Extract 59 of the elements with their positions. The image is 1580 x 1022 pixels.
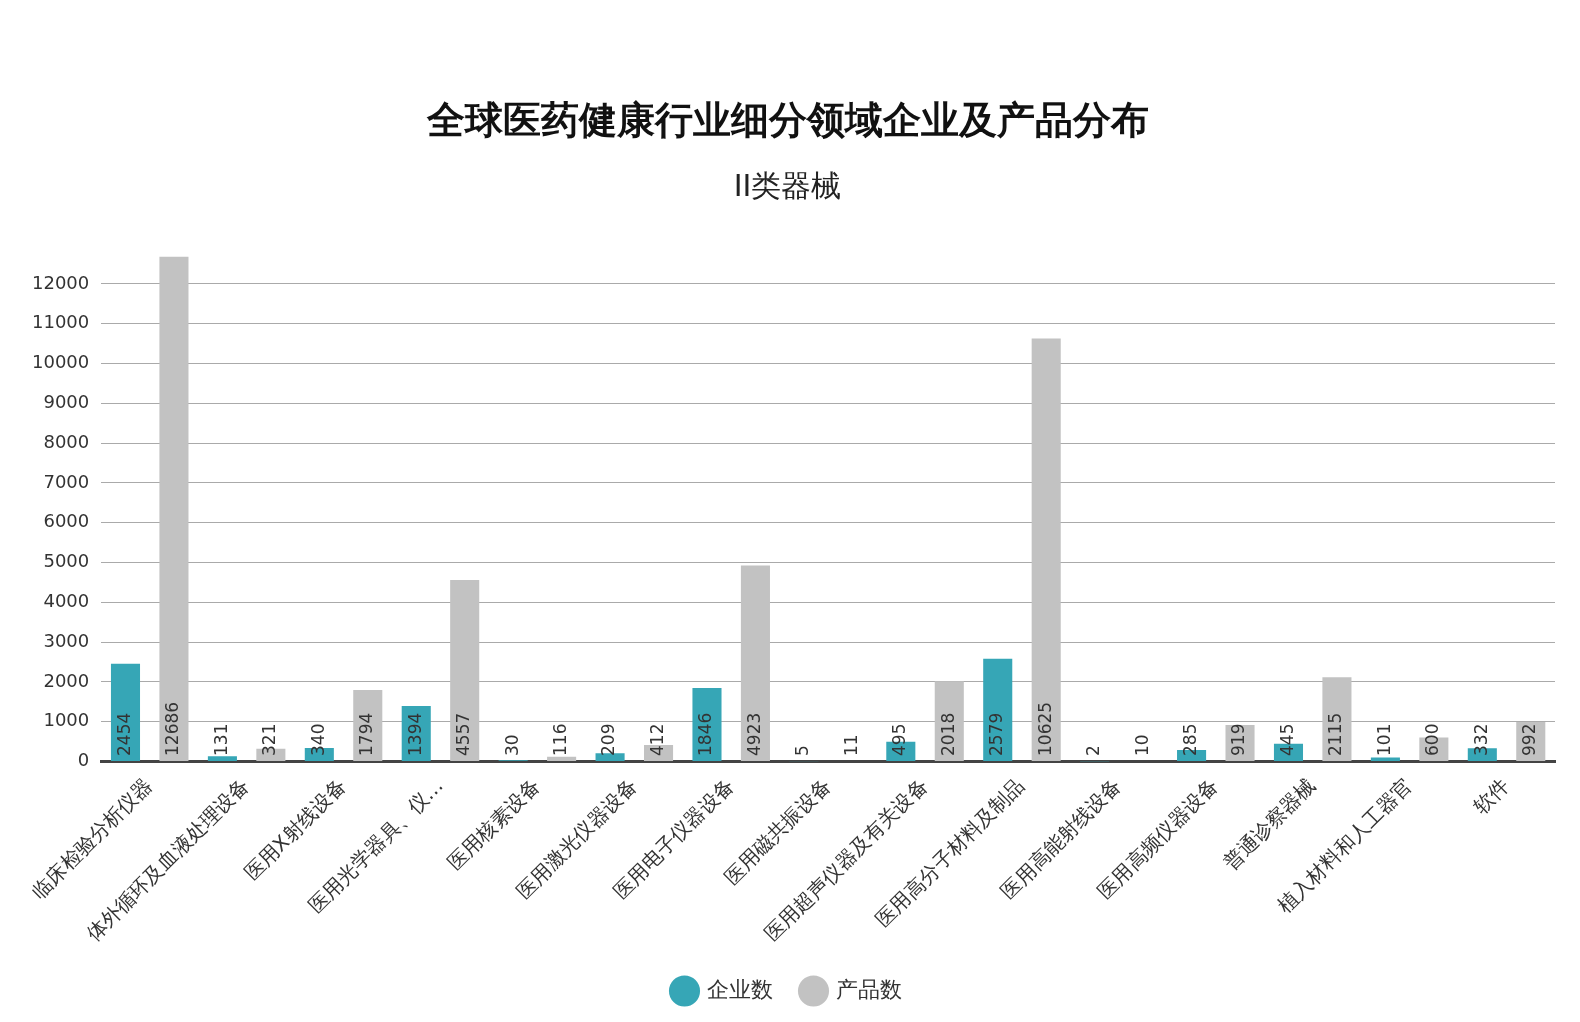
bar [595, 753, 625, 761]
data-label: 4557 [453, 712, 474, 756]
data-label: 11 [840, 734, 861, 756]
data-label: 2018 [937, 712, 958, 756]
data-label: 4923 [743, 712, 764, 756]
bar [450, 580, 480, 761]
data-label: 495 [889, 723, 910, 756]
bar [740, 565, 770, 761]
bar [983, 658, 1013, 761]
y-tick-label: 12000 [32, 271, 90, 293]
y-tick-label: 2000 [43, 669, 90, 691]
y-tick-label: 1000 [43, 709, 90, 731]
data-label: 919 [1228, 723, 1249, 756]
bar [207, 756, 237, 761]
data-label: 209 [598, 723, 619, 756]
y-tick-label: 10000 [32, 351, 90, 373]
y-tick-label: 11000 [32, 311, 90, 333]
data-label: 2454 [113, 712, 134, 756]
data-label: 1394 [404, 712, 425, 756]
chart-title: 全球医药健康行业细分领域企业及产品分布 [425, 97, 1149, 142]
y-tick-label: 5000 [43, 550, 90, 572]
data-label: 1794 [356, 712, 377, 756]
y-tick-label: 3000 [43, 629, 90, 651]
data-label: 321 [259, 723, 280, 756]
data-label: 5 [792, 745, 813, 756]
data-label: 340 [307, 723, 328, 756]
y-tick-label: 9000 [43, 390, 90, 412]
legend-label: 产品数 [835, 976, 902, 1002]
data-label: 2 [1083, 745, 1104, 756]
data-label: 1846 [695, 712, 716, 756]
y-tick-label: 6000 [43, 510, 90, 532]
data-label: 992 [1519, 723, 1540, 756]
data-label: 285 [1179, 723, 1200, 756]
y-tick-label: 4000 [43, 589, 90, 611]
data-label: 332 [1470, 723, 1491, 756]
data-label: 2115 [1325, 712, 1346, 756]
data-label: 30 [501, 734, 522, 756]
y-tick-label: 7000 [43, 470, 90, 492]
data-label: 131 [210, 723, 231, 756]
data-label: 445 [1276, 723, 1297, 756]
y-tick-label: 8000 [43, 430, 90, 452]
x-tick-label: 软件 [1468, 773, 1514, 819]
y-tick-label: 0 [77, 749, 90, 771]
bar [159, 256, 189, 761]
bar [547, 756, 577, 761]
bar [110, 663, 141, 761]
bar [1370, 757, 1400, 761]
data-label: 101 [1373, 723, 1394, 756]
data-label: 116 [550, 723, 571, 756]
bar [1322, 677, 1352, 761]
data-label: 12686 [162, 701, 183, 756]
data-label: 2579 [986, 712, 1007, 756]
chart-subtitle: II类器械 [733, 168, 842, 204]
data-label: 600 [1422, 723, 1443, 756]
data-label: 412 [646, 723, 667, 756]
bar [1031, 338, 1061, 761]
data-label: 10 [1131, 734, 1152, 756]
data-label: 10625 [1034, 701, 1055, 756]
legend-label: 企业数 [706, 976, 773, 1002]
